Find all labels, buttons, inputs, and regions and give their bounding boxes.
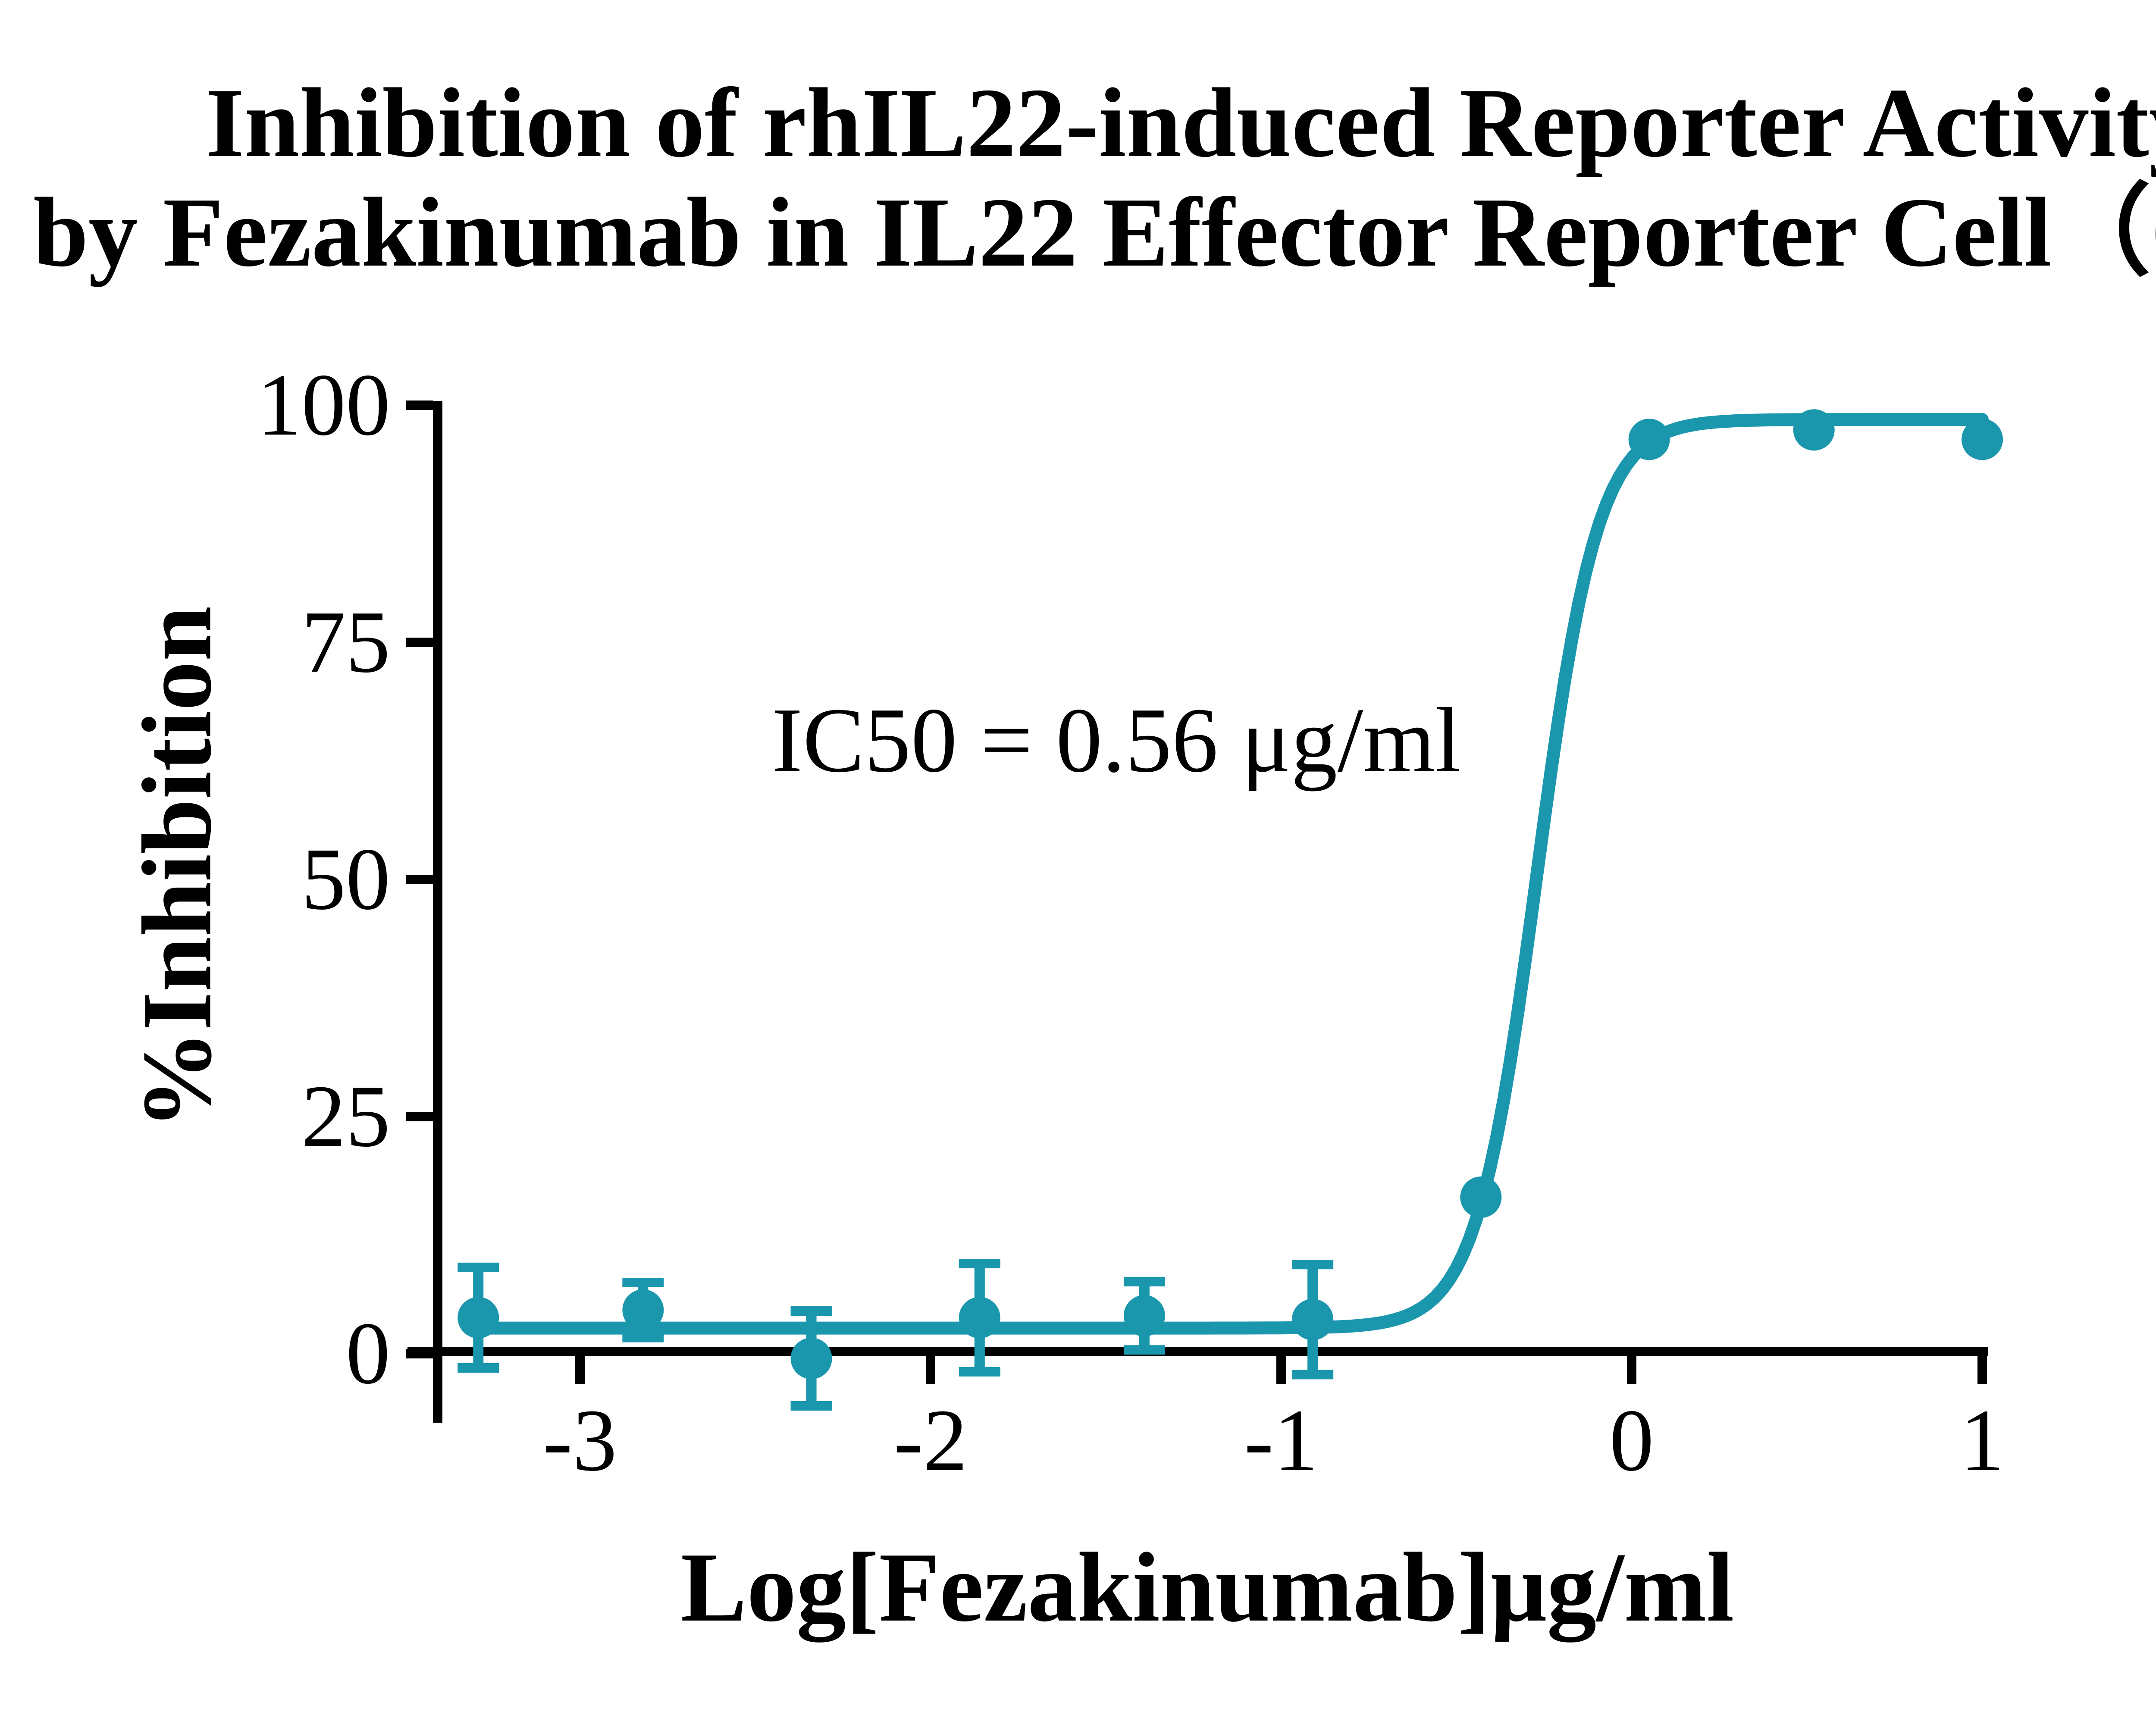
data-point-marker xyxy=(458,1297,499,1339)
ic50-annotation: IC50 = 0.56 μg/ml xyxy=(772,688,1461,792)
x-tick xyxy=(1276,1356,1286,1384)
x-tick-label: -1 xyxy=(1244,1391,1318,1489)
x-axis-line xyxy=(407,1347,1988,1356)
y-axis-title: %Inhibition xyxy=(122,606,232,1130)
x-tick-label: 1 xyxy=(1960,1391,2005,1489)
x-tick xyxy=(575,1356,585,1384)
y-tick-label: 25 xyxy=(301,1067,390,1165)
y-tick-label: 100 xyxy=(257,355,390,454)
y-tick xyxy=(406,1349,433,1358)
data-point-marker xyxy=(1628,419,1670,460)
x-tick xyxy=(1627,1356,1636,1384)
y-tick-label: 50 xyxy=(301,829,390,928)
y-tick xyxy=(406,1112,433,1121)
error-bar-cap-bottom xyxy=(1123,1345,1165,1355)
data-point-marker xyxy=(1793,409,1835,451)
y-tick-label: 0 xyxy=(346,1304,390,1402)
chart-title-line2: by Fezakinumab in IL22 Effector Reporter… xyxy=(33,177,2156,287)
y-tick xyxy=(406,875,433,884)
chart-title-line1: Inhibition of rhIL22-induced Reporter Ac… xyxy=(206,68,2156,178)
data-point-marker xyxy=(1292,1299,1334,1340)
error-bar-cap-top xyxy=(1123,1277,1165,1286)
data-point-marker xyxy=(1962,419,2003,460)
data-point-marker xyxy=(622,1289,664,1331)
error-bar-cap-top xyxy=(790,1306,832,1316)
x-tick xyxy=(1977,1356,1987,1384)
data-point-marker xyxy=(959,1297,1000,1339)
data-point-marker xyxy=(790,1338,832,1379)
chart-title: Inhibition of rhIL22-induced Reporter Ac… xyxy=(0,68,2156,287)
x-axis-title: Log[Fezakinumab]μg/ml xyxy=(680,1532,1734,1642)
y-tick-label: 75 xyxy=(301,592,390,691)
x-tick-label: 0 xyxy=(1610,1391,1654,1489)
error-bar-cap-bottom xyxy=(790,1401,832,1411)
x-tick-label: -3 xyxy=(543,1391,617,1489)
error-bar-cap-bottom xyxy=(458,1363,499,1373)
error-bar-cap-top xyxy=(622,1278,664,1287)
x-tick xyxy=(926,1356,935,1384)
fit-curve xyxy=(472,413,1989,1335)
y-axis-line xyxy=(433,401,442,1423)
y-tick xyxy=(406,638,433,647)
error-bar-cap-bottom xyxy=(1292,1370,1334,1380)
error-bar-cap-top xyxy=(458,1262,499,1272)
error-bar-cap-bottom xyxy=(622,1333,664,1342)
y-tick xyxy=(406,401,433,410)
x-tick-label: -2 xyxy=(893,1391,968,1489)
error-bar-cap-top xyxy=(1292,1260,1334,1270)
error-bar-cap-bottom xyxy=(959,1367,1000,1377)
data-point-marker xyxy=(1460,1177,1502,1218)
error-bar-cap-top xyxy=(959,1259,1000,1268)
data-point-marker xyxy=(1123,1295,1165,1336)
